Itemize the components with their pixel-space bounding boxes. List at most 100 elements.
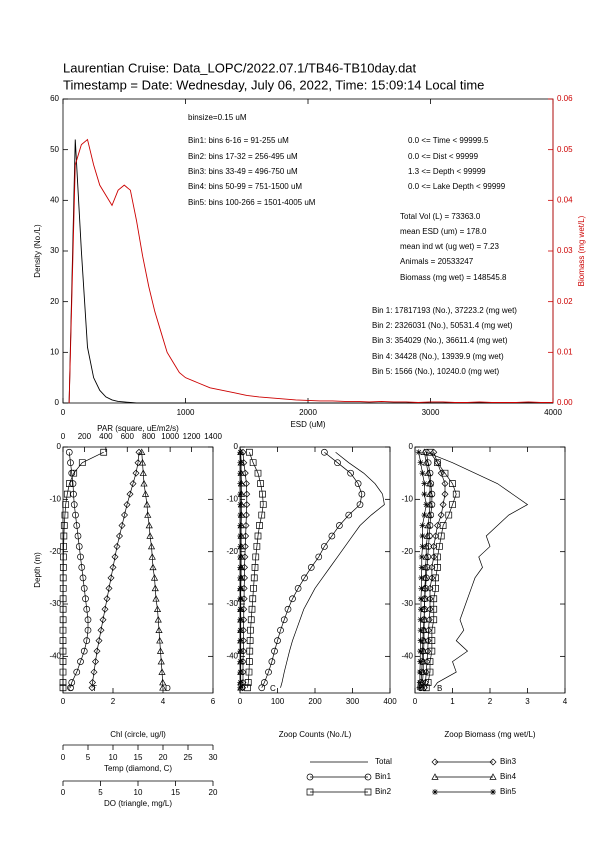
data-point [72,511,79,519]
data-point [246,658,253,665]
y-tick-label: 0 [55,398,60,407]
data-point [437,469,445,477]
data-point [418,585,425,592]
data-point [252,553,260,561]
x-axis-label: Zoop Counts (No./L) [279,730,352,739]
data-point [103,595,111,603]
data-point [237,606,244,613]
y-tick-label: 60 [50,94,59,103]
legend-marker [306,773,314,781]
data-point [277,626,284,634]
data-point [78,459,86,467]
x-tick-label: 0 [61,697,66,706]
data-point [246,637,254,645]
data-point [77,553,84,561]
data-point [149,563,157,571]
data-point [247,626,254,634]
data-point [422,684,430,692]
y2-tick-label: 0.05 [557,145,573,154]
data-point [59,605,67,613]
data-point [294,584,302,592]
x4-tick-label: 10 [134,788,143,797]
y-tick-label: 0 [234,442,239,451]
data-point [155,626,163,633]
data-point [237,512,244,519]
y-tick-label: -40 [401,651,413,660]
data-point [426,584,434,592]
data-point [59,637,67,645]
data-point [328,532,336,540]
data-point [237,459,244,466]
annotation: Bin 1: 17817193 (No.), 37223.2 (mg wet) [372,306,517,315]
data-point [430,616,438,624]
data-point [74,532,82,540]
data-point [129,480,137,488]
data-point [237,585,244,592]
data-point [237,480,244,487]
data-point [134,459,142,467]
x3-tick-label: 10 [109,753,118,762]
data-point [424,521,432,529]
data-point [421,480,428,487]
legend-marker [490,789,496,795]
x-tick-label: 1000 [177,408,195,417]
data-point [265,668,272,676]
data-point [97,626,105,634]
data-point [242,511,250,519]
x-tick-label: 4 [161,697,166,706]
profile-line [68,452,89,688]
data-point [437,511,445,519]
data-point [70,501,78,508]
data-point [254,469,262,477]
data-point [60,553,67,561]
data-point [428,490,436,498]
data-point [237,616,244,623]
data-point [301,574,308,582]
data-point [274,637,281,645]
data-point [237,595,244,602]
data-point [101,605,109,613]
y2-tick-label: 0.00 [557,398,573,407]
data-point [152,595,160,602]
data-point [416,679,423,686]
data-point [254,532,262,540]
data-point [90,668,98,676]
x2-tick-label: 600 [121,432,135,441]
series-line [68,139,553,404]
chart-subtitle: Timestamp = Date: Wednesday, July 06, 20… [63,77,484,92]
data-point [418,564,425,571]
annotation: Bin 5: 1566 (No.), 10240.0 (mg wet) [372,367,500,376]
series-line [68,138,553,404]
y2-tick-label: 0.06 [557,94,573,103]
data-point [242,480,250,488]
data-point [417,616,424,623]
profile-line [62,451,104,688]
data-point [422,458,430,466]
x3-tick-label: 25 [184,753,193,762]
data-point [437,532,445,540]
data-point [284,605,292,613]
data-point [436,543,443,550]
y-tick-label: 50 [50,145,59,154]
data-point [241,542,249,550]
annotation: Bin 4: 34428 (No.), 13939.9 (mg wet) [372,352,504,361]
data-point [60,532,68,540]
data-point [321,543,328,550]
data-point [100,448,108,456]
data-point [60,522,68,529]
y2-tick-label: 0.03 [557,246,573,255]
annotation: Bin3: bins 33-49 = 496-750 uM [188,167,298,176]
data-point [118,522,126,530]
y-axis-label: Depth (m) [33,552,42,588]
data-point [151,584,159,592]
x2-tick-label: 1200 [183,432,201,441]
legend-label: Bin5 [500,787,517,796]
data-point [73,668,81,676]
data-point [141,490,150,497]
data-point [423,658,431,666]
data-point [158,668,166,675]
data-point [67,459,74,467]
y-tick-label: -10 [401,494,413,503]
data-point [434,522,441,530]
